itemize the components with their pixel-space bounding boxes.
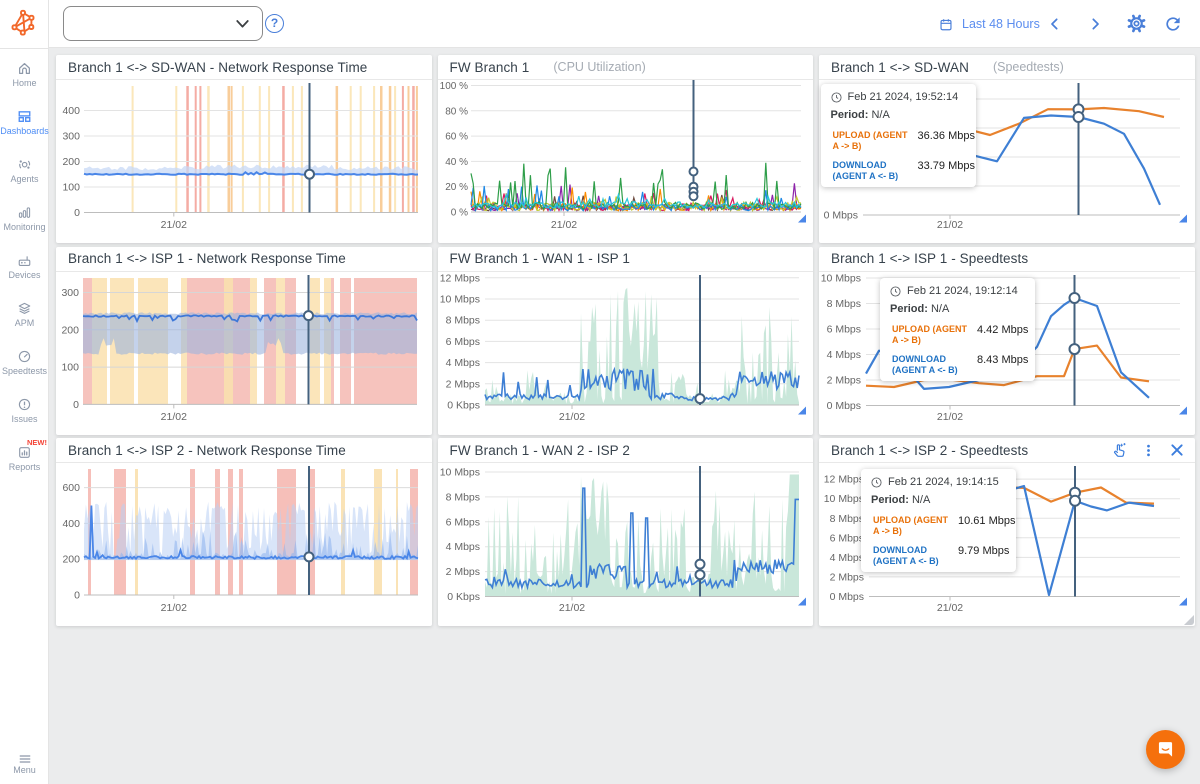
svg-text:0 Kbps: 0 Kbps [447,399,480,411]
svg-text:6 Mbps: 6 Mbps [830,532,864,544]
svg-text:0 Mbps: 0 Mbps [824,210,858,222]
svg-text:8 Mbps: 8 Mbps [445,314,479,326]
svg-text:21/02: 21/02 [161,411,187,423]
svg-text:100 %: 100 % [439,81,467,92]
svg-text:21/02: 21/02 [550,219,576,231]
svg-text:60 %: 60 % [445,132,468,143]
svg-text:400: 400 [62,518,80,530]
svg-text:21/02: 21/02 [937,602,963,614]
svg-text:300: 300 [61,287,79,299]
svg-text:0 Mbps: 0 Mbps [830,591,864,603]
svg-text:200: 200 [62,554,80,566]
svg-text:0 Mbps: 0 Mbps [827,400,861,412]
svg-text:21/02: 21/02 [937,411,963,423]
svg-text:12 Mbps: 12 Mbps [824,474,864,486]
svg-text:400: 400 [62,105,80,117]
svg-text:21/02: 21/02 [558,602,584,614]
svg-text:0: 0 [73,398,79,410]
svg-text:2 Mbps: 2 Mbps [445,378,479,390]
svg-text:2 Mbps: 2 Mbps [827,374,861,386]
svg-text:10 Mbps: 10 Mbps [439,293,479,305]
svg-text:100: 100 [61,361,79,373]
svg-text:0: 0 [74,590,80,602]
svg-text:12 Mbps: 12 Mbps [439,272,479,284]
svg-text:0: 0 [74,207,80,219]
svg-text:21/02: 21/02 [937,219,963,231]
svg-text:8 Mbps: 8 Mbps [827,298,861,310]
svg-text:4 Mbps: 4 Mbps [827,349,861,361]
svg-text:21/02: 21/02 [558,411,584,423]
svg-text:2 Mbps: 2 Mbps [445,566,479,578]
svg-text:0 %: 0 % [450,208,467,219]
svg-text:20 %: 20 % [445,182,468,193]
svg-text:100: 100 [62,182,80,194]
svg-text:8 Mbps: 8 Mbps [445,491,479,503]
svg-text:21/02: 21/02 [161,602,187,614]
svg-text:8 Mbps: 8 Mbps [830,513,864,525]
svg-text:6 Mbps: 6 Mbps [827,323,861,335]
svg-text:0 Kbps: 0 Kbps [447,591,480,603]
svg-text:200: 200 [61,324,79,336]
svg-text:10 Mbps: 10 Mbps [439,467,479,479]
svg-text:2 Mbps: 2 Mbps [830,571,864,583]
svg-text:10 Mbps: 10 Mbps [821,272,861,284]
svg-text:300: 300 [62,131,80,143]
svg-text:4 Mbps: 4 Mbps [445,357,479,369]
svg-text:80 %: 80 % [445,106,468,117]
svg-text:40 %: 40 % [445,157,468,168]
svg-text:4 Mbps: 4 Mbps [830,552,864,564]
svg-text:600: 600 [62,482,80,494]
svg-text:200: 200 [62,156,80,168]
svg-text:6 Mbps: 6 Mbps [445,335,479,347]
svg-text:21/02: 21/02 [161,219,187,231]
svg-text:6 Mbps: 6 Mbps [445,516,479,528]
svg-text:10 Mbps: 10 Mbps [824,493,864,505]
svg-text:4 Mbps: 4 Mbps [445,541,479,553]
